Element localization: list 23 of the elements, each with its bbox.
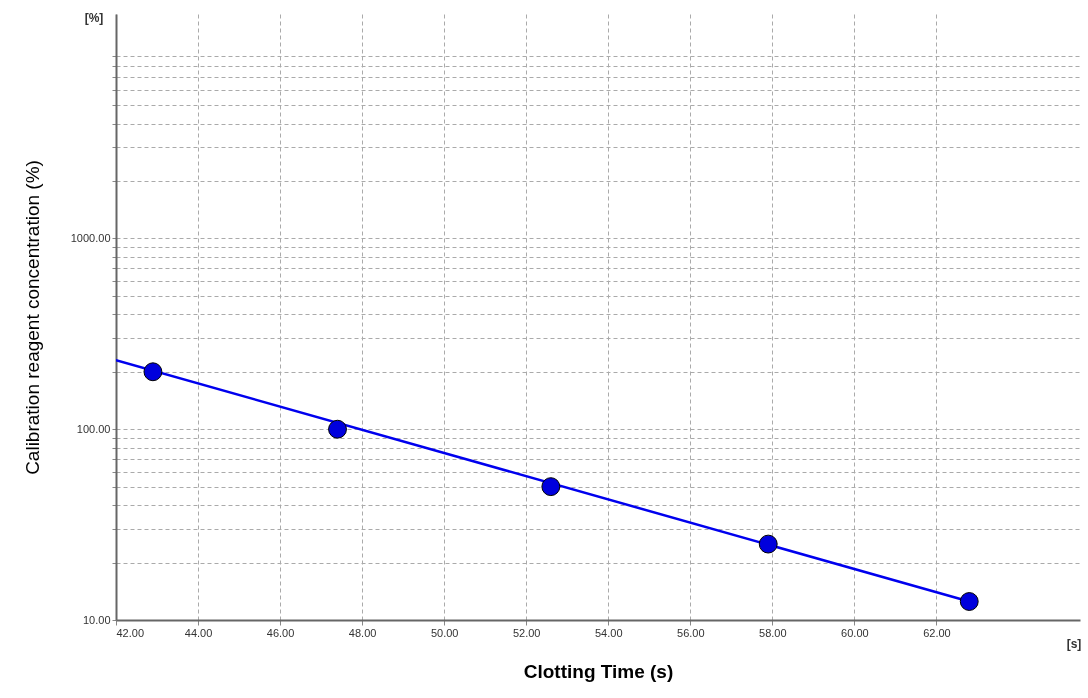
x-tick-label: 62.00 (923, 626, 951, 639)
point (959, 592, 979, 611)
x-tick-label: 46.00 (266, 626, 295, 639)
y-tick-label: 100.00 (76, 422, 111, 435)
point (328, 419, 347, 439)
y-tick-label: 10.00 (82, 613, 111, 626)
x-tick-label: 56.00 (677, 626, 705, 639)
y-axis-title: Calibration reagent concentration (%) (21, 160, 43, 475)
x-tick-label: 54.00 (594, 626, 623, 639)
y-tick-label: 1000.00 (70, 231, 111, 244)
x-tick-label: 42.00 (116, 626, 145, 639)
point (541, 477, 561, 497)
x-tick-label: 48.00 (348, 626, 377, 639)
x-tick-label: 58.00 (759, 626, 787, 639)
x-tick-label: 50.00 (430, 626, 459, 639)
point (143, 362, 163, 382)
text: [s] (1066, 637, 1082, 651)
x-axis-title: Clotting Time (s) (523, 660, 674, 682)
x-tick-label: 52.00 (512, 626, 541, 639)
point (758, 534, 778, 554)
text: [%] (84, 11, 104, 25)
x-tick-label: 60.00 (841, 626, 869, 639)
x-tick-label: 44.00 (184, 626, 213, 639)
